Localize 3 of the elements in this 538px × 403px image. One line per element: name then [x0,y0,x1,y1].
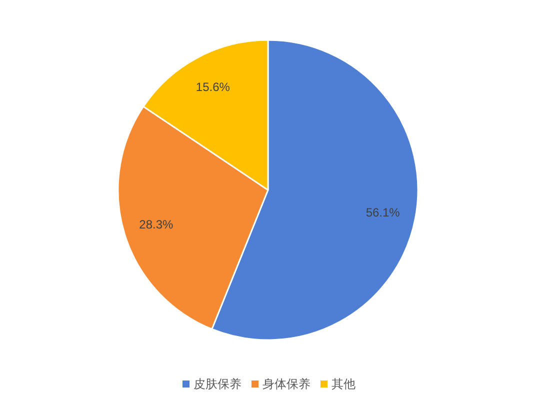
legend-label: 其他 [332,377,356,391]
legend-label: 身体保养 [262,377,310,391]
legend-label: 皮肤保养 [194,377,242,391]
